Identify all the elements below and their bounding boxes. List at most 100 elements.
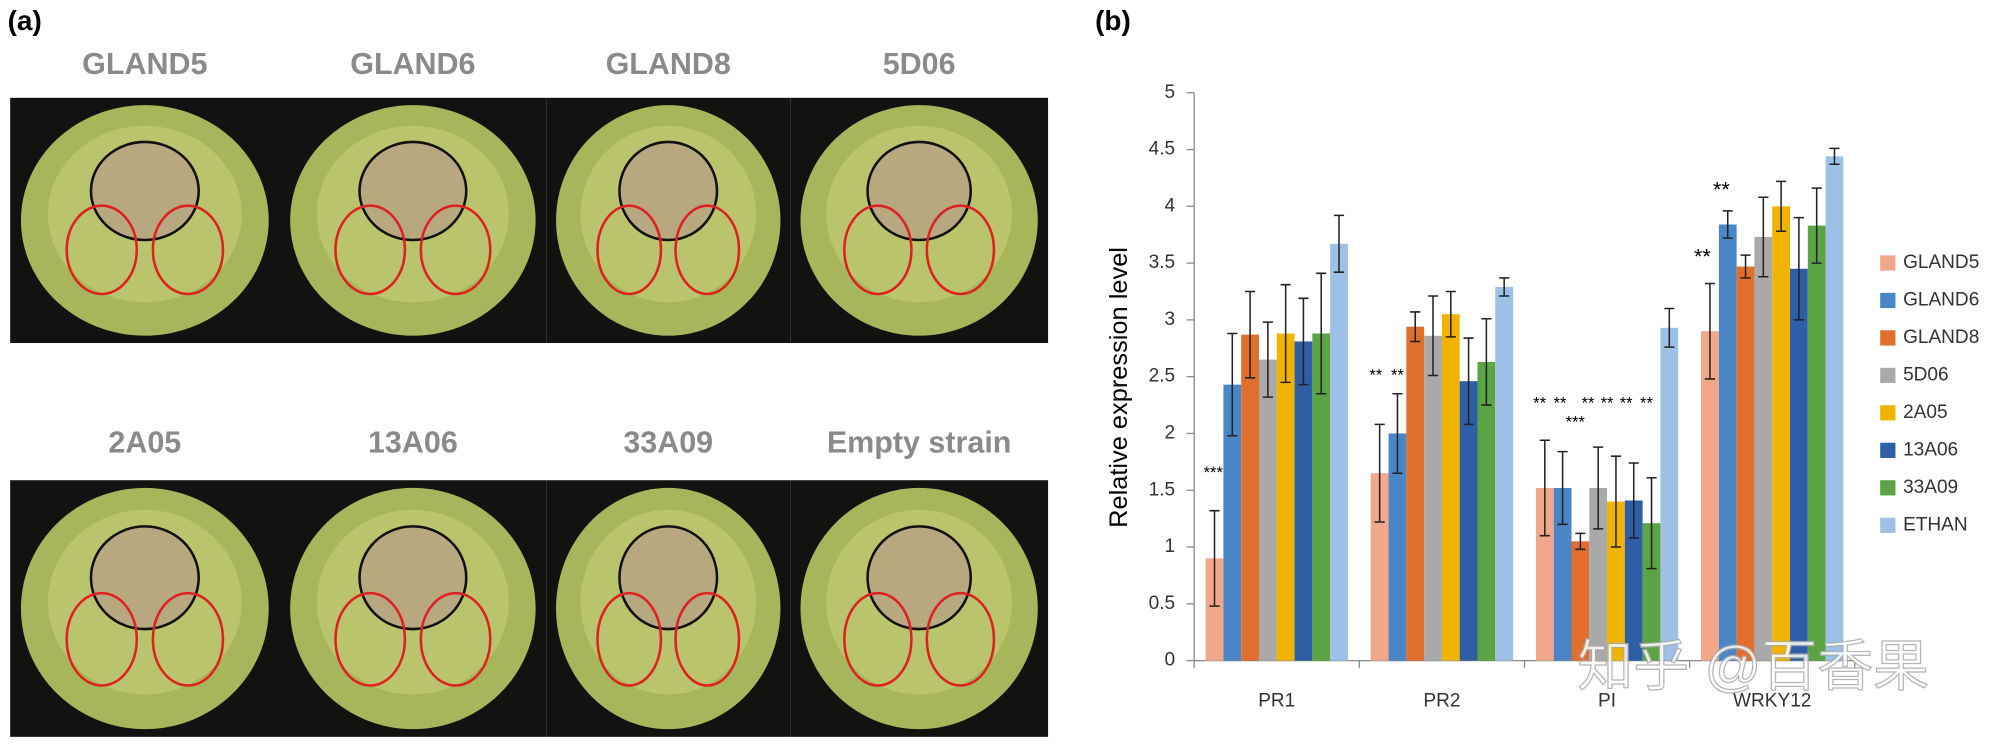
- error-bar: [1392, 392, 1403, 474]
- bar: [1424, 335, 1442, 661]
- error-bar: [1374, 423, 1385, 523]
- error-bar: [1410, 311, 1421, 343]
- bar: [1736, 266, 1755, 661]
- error-bar: [1829, 147, 1840, 166]
- legend-label: ETHAN: [1903, 514, 1968, 535]
- error-bar: [1664, 307, 1675, 348]
- bar: [1754, 236, 1773, 661]
- significance: **: [1601, 394, 1614, 412]
- red-outline: [843, 591, 913, 687]
- error-bar: [1227, 332, 1238, 437]
- error-bar: [1740, 254, 1751, 279]
- red-outline: [674, 591, 741, 687]
- lesion-outline: [618, 140, 719, 242]
- bar: [1459, 381, 1478, 661]
- bar: [1825, 156, 1844, 661]
- legend-label: 5D06: [1903, 364, 1949, 385]
- bar: [1790, 268, 1808, 661]
- y-axis-label: Relative expression level: [1105, 247, 1133, 528]
- bar: [1294, 341, 1313, 661]
- legend-swatch: [1880, 517, 1896, 533]
- panel-label: (a): [8, 5, 42, 36]
- significance: **: [1582, 394, 1595, 412]
- red-outline: [596, 204, 663, 296]
- significance: **: [1620, 394, 1633, 412]
- lesion-outline: [358, 140, 468, 242]
- legend-swatch: [1880, 330, 1896, 346]
- bar: [1241, 334, 1259, 661]
- watermark: 知乎 @百香果: [1577, 635, 1929, 698]
- y-tick-label: 3.5: [1149, 252, 1175, 273]
- error-bar: [1298, 297, 1309, 386]
- error-bar: [1244, 290, 1256, 379]
- bar: [1642, 523, 1661, 661]
- significance: **: [1554, 394, 1567, 412]
- legend-swatch: [1880, 292, 1896, 309]
- bar: [1370, 473, 1389, 661]
- bar: [1701, 331, 1719, 661]
- error-bar: [1575, 532, 1586, 551]
- y-tick-label: 5: [1165, 82, 1176, 103]
- legend-label: GLAND6: [1903, 289, 1979, 310]
- significance: **: [1369, 366, 1382, 384]
- y-tick-label: 3: [1165, 309, 1176, 330]
- significance: **: [1391, 366, 1404, 384]
- error-bar: [1811, 187, 1822, 264]
- bar: [1772, 206, 1791, 661]
- panel-label: (b): [1095, 5, 1131, 36]
- bar: [1624, 500, 1643, 661]
- error-bar: [1593, 446, 1604, 530]
- leaf-photos: [10, 97, 1049, 737]
- leaf-label: 2A05: [108, 426, 181, 460]
- lesion-outline: [89, 140, 200, 242]
- leaf-label: GLAND8: [606, 47, 731, 81]
- leaf-label: 13A06: [368, 426, 458, 460]
- error-bar: [1704, 282, 1716, 380]
- legend-swatch: [1880, 405, 1896, 421]
- bar: [1535, 487, 1554, 661]
- x-tick-label: PR2: [1423, 690, 1460, 711]
- red-outline: [925, 204, 996, 296]
- error-bar: [1262, 321, 1273, 398]
- error-bar: [1758, 196, 1769, 278]
- error-bar: [1280, 283, 1291, 384]
- legend-swatch: [1880, 480, 1896, 496]
- bar: [1553, 487, 1572, 661]
- x-tick-label: PR1: [1258, 690, 1295, 711]
- legend-label: GLAND5: [1903, 252, 1979, 273]
- legend-label: GLAND8: [1903, 327, 1979, 348]
- red-outline: [419, 204, 492, 296]
- bar: [1807, 225, 1826, 661]
- significance: **: [1694, 244, 1711, 269]
- legend-swatch: [1880, 367, 1896, 384]
- lesion-outline: [618, 525, 719, 631]
- bar: [1660, 327, 1679, 661]
- bar: [1441, 314, 1460, 661]
- red-outline: [596, 591, 663, 687]
- error-bar: [1333, 214, 1345, 273]
- error-bar: [1610, 455, 1622, 548]
- error-bar: [1209, 509, 1220, 607]
- significance: ***: [1204, 464, 1224, 482]
- leaf-label: GLAND5: [82, 47, 207, 81]
- red-outline: [151, 591, 225, 687]
- error-bar: [1628, 462, 1639, 539]
- y-tick-label: 2: [1165, 422, 1176, 443]
- y-tick-label: 0.5: [1149, 593, 1175, 614]
- bar: [1571, 541, 1590, 661]
- significance: **: [1713, 176, 1730, 201]
- error-bar: [1499, 277, 1510, 297]
- error-bar: [1481, 317, 1492, 406]
- error-bar: [1445, 290, 1456, 338]
- y-tick-label: 1: [1165, 536, 1176, 557]
- y-tick-label: 4: [1165, 195, 1176, 216]
- error-bar: [1722, 210, 1733, 239]
- red-outline: [334, 204, 407, 296]
- bar: [1276, 333, 1295, 661]
- y-tick-label: 2.5: [1149, 366, 1175, 387]
- legend-swatch: [1880, 255, 1896, 271]
- significance: **: [1640, 394, 1653, 412]
- x-tick-label: PI: [1598, 690, 1616, 711]
- bar: [1312, 333, 1331, 661]
